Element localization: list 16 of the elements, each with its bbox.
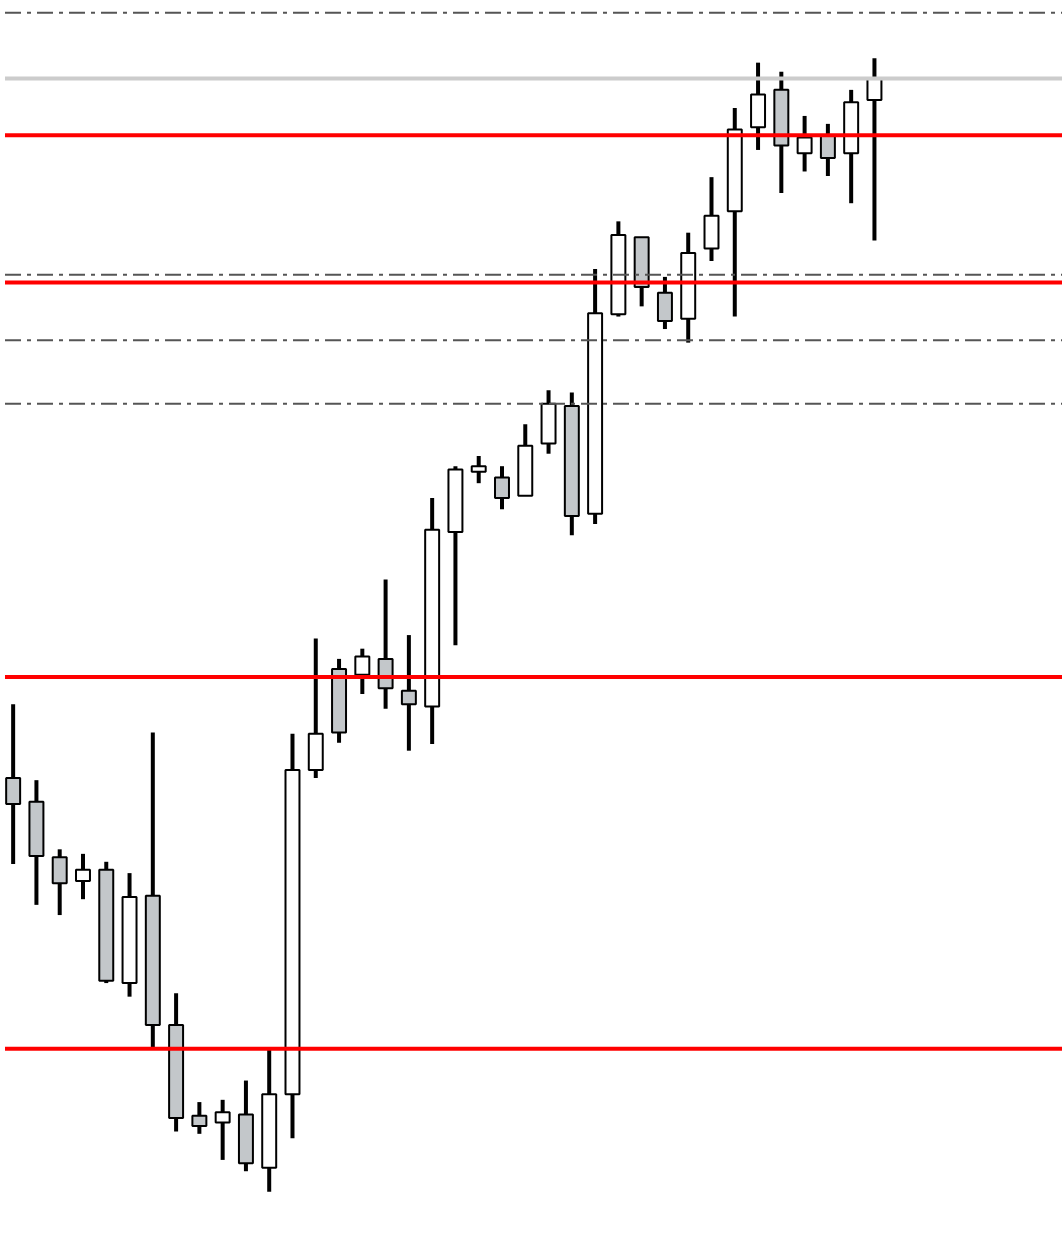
candlestick bbox=[307, 636, 324, 780]
candlestick bbox=[540, 388, 557, 456]
candlestick bbox=[75, 851, 91, 902]
candlestick bbox=[656, 274, 673, 332]
candlestick bbox=[354, 646, 371, 697]
candlestick bbox=[400, 633, 417, 753]
candlestick bbox=[819, 121, 836, 179]
candlestick bbox=[214, 1097, 231, 1162]
candlestick bbox=[494, 464, 510, 512]
candlestick bbox=[5, 702, 22, 867]
candlestick bbox=[191, 1100, 208, 1136]
candlestick bbox=[703, 175, 720, 264]
candlestick bbox=[750, 60, 767, 152]
candlestick bbox=[796, 113, 813, 174]
candlestick bbox=[51, 847, 68, 918]
candlestick bbox=[470, 453, 487, 486]
